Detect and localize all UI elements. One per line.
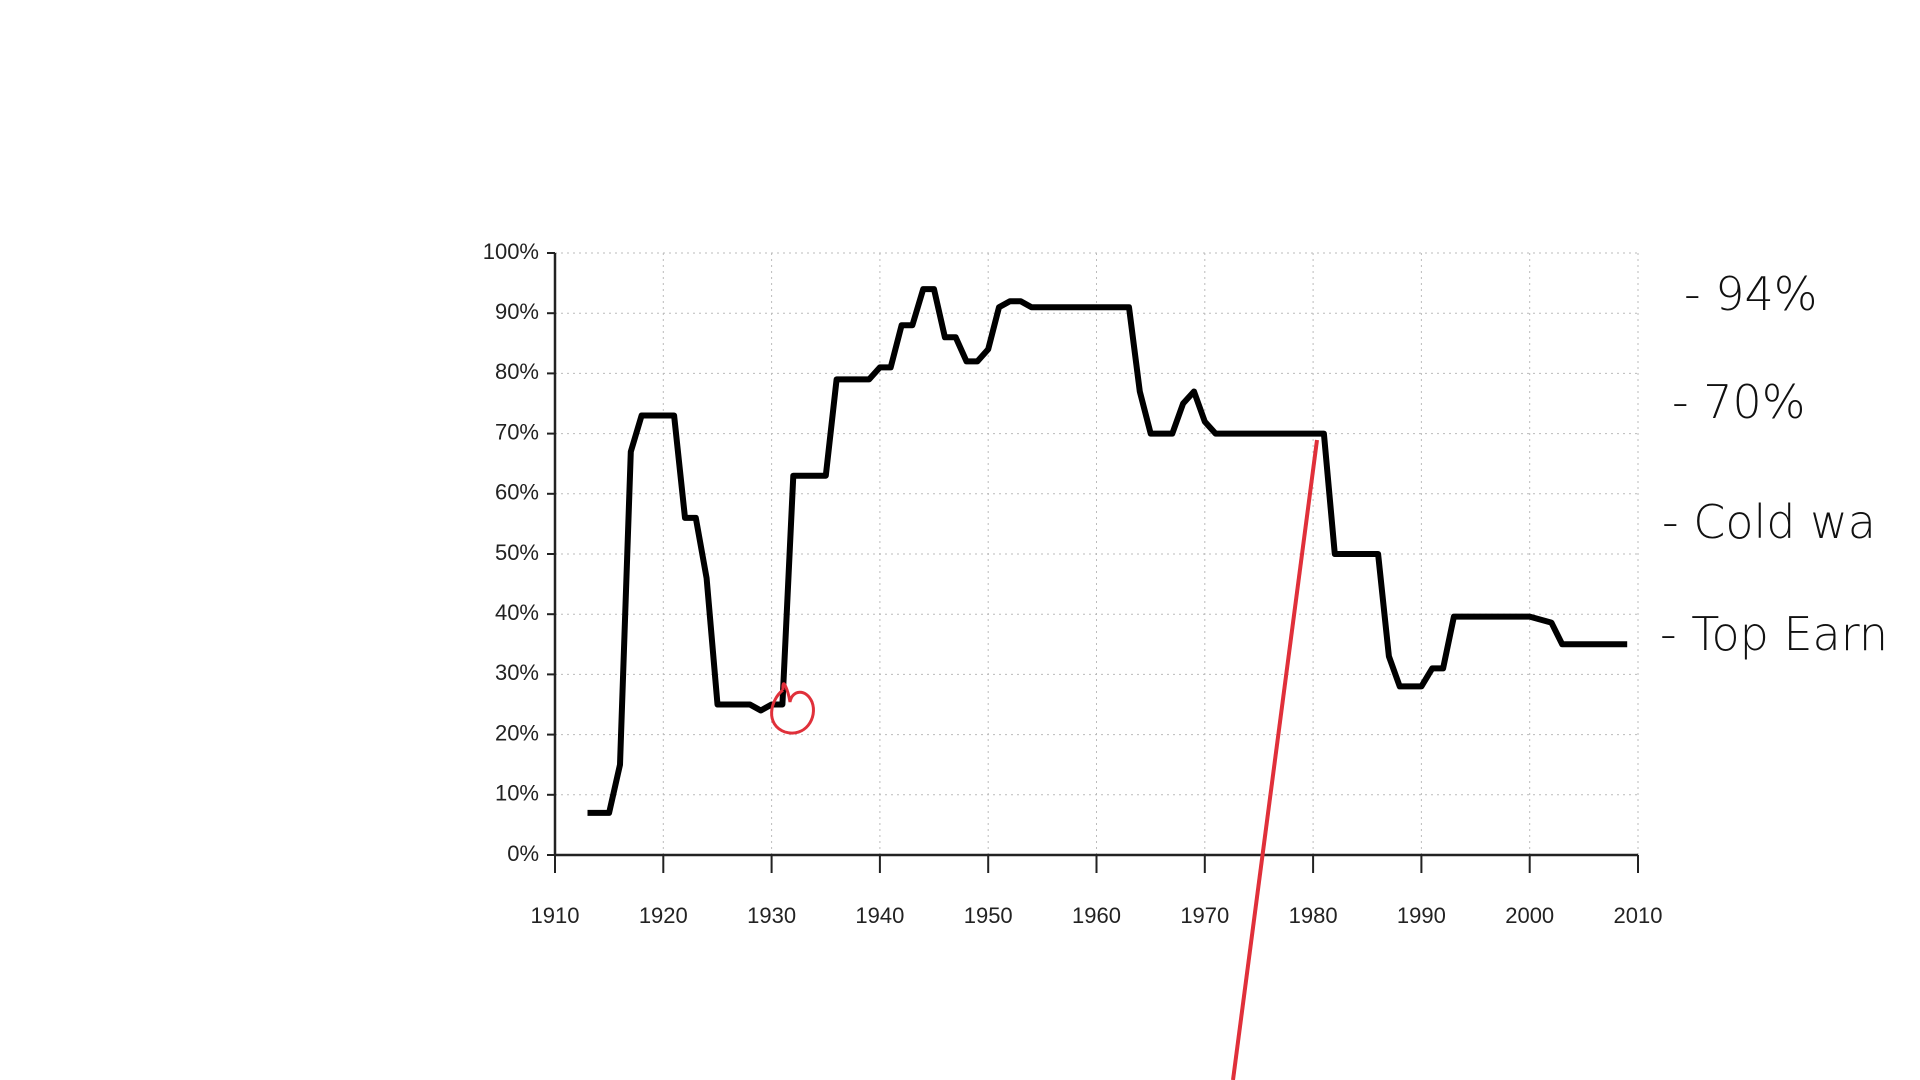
data-line [587,286,1628,816]
y-tick-label: 100% [483,239,539,264]
red-stroke [1231,439,1319,1080]
x-tick-label: 1930 [747,903,796,928]
x-tick-label: 1920 [639,903,688,928]
y-tick-label: 30% [495,660,539,685]
y-tick-label: 20% [495,720,539,745]
x-tick-label: 1990 [1397,903,1446,928]
y-tick-label: 40% [495,600,539,625]
x-tick-label: 1940 [855,903,904,928]
y-tick-label: 80% [495,359,539,384]
y-tick-label: 70% [495,419,539,444]
x-tick-label: 1950 [964,903,1013,928]
annotation: - Top Earn [1660,607,1888,661]
y-tick-label: 10% [495,781,539,806]
annotation: - Cold wa [1662,495,1876,549]
y-tick-label: 60% [495,480,539,505]
y-tick-label: 50% [495,540,539,565]
x-tick-label: 1980 [1289,903,1338,928]
y-tick-label: 0% [507,841,539,866]
annotation: - 94% [1684,267,1817,321]
x-tick-label: 1970 [1180,903,1229,928]
x-tick-label: 1910 [531,903,580,928]
x-tick-label: 2010 [1614,903,1663,928]
y-tick-label: 90% [495,299,539,324]
x-tick-label: 2000 [1505,903,1554,928]
red-circle [770,682,815,735]
annotation: - 70% [1672,375,1805,429]
x-tick-label: 1960 [1072,903,1121,928]
